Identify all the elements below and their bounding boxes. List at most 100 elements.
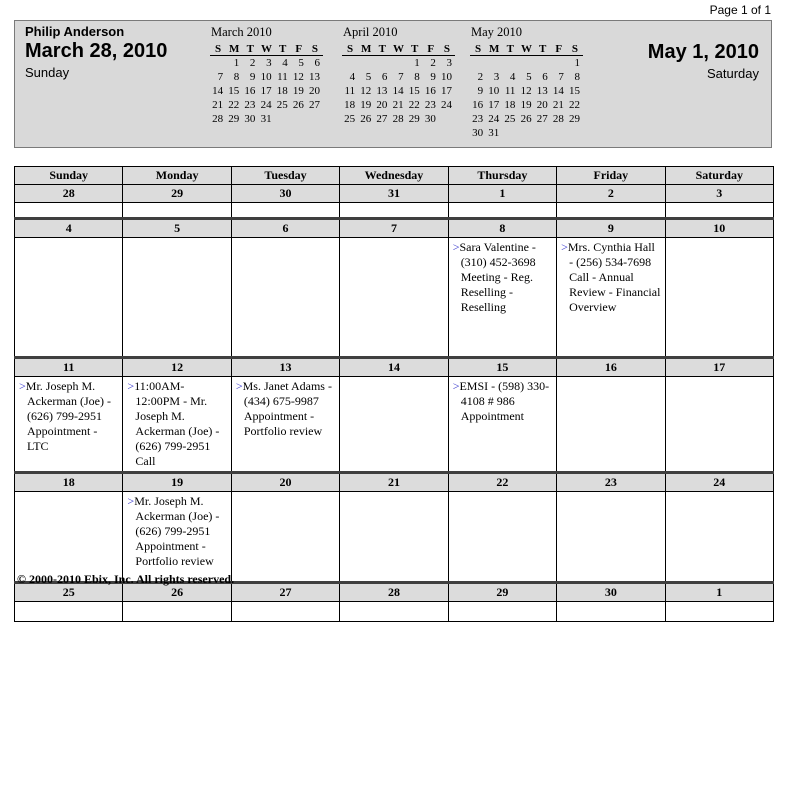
mini-day-number: 8 xyxy=(574,71,581,83)
mini-day-number: 16 xyxy=(244,85,256,97)
mini-day-number: 30 xyxy=(244,113,256,125)
mini-day-number: 5 xyxy=(365,71,372,83)
mini-day-letter: S xyxy=(470,42,487,56)
date-number-cell: 27 xyxy=(230,581,341,602)
appointment-text: Mrs. Cynthia Hall - (256) 534-7698 Call … xyxy=(567,240,661,314)
date-number-cell: 24 xyxy=(664,471,775,492)
mini-day-number: 7 xyxy=(398,71,404,83)
day-cell xyxy=(664,237,775,358)
mini-week-row: 7 8 9 10 11 12 13 xyxy=(210,70,323,84)
mini-day-number: 27 xyxy=(309,99,320,111)
mini-day-number: 3 xyxy=(493,71,500,83)
mini-day-letter: F xyxy=(290,42,307,56)
mini-day-number: 23 xyxy=(424,99,436,111)
appointment: >Mrs. Cynthia Hall - (256) 534-7698 Call… xyxy=(561,240,661,315)
weekday-header-cell: Saturday xyxy=(664,166,775,185)
mini-day-number: 26 xyxy=(520,113,532,125)
day-cell xyxy=(556,202,666,219)
mini-day-number: 15 xyxy=(569,85,580,97)
date-number-cell: 20 xyxy=(230,471,341,492)
appointment-text: 11:00AM-12:00PM - Mr. Joseph M. Ackerman… xyxy=(134,379,220,468)
appointment: >11:00AM-12:00PM - Mr. Joseph M. Ackerma… xyxy=(127,379,227,469)
day-cell: >EMSI - (598) 330-4108 # 986 Appointment xyxy=(447,376,558,473)
mini-day-letter: M xyxy=(226,42,243,56)
mini-day-number: 30 xyxy=(472,127,484,139)
weekday-header-cell: Monday xyxy=(122,166,232,185)
day-cell xyxy=(13,601,124,622)
mini-week-row: 30 31 xyxy=(470,126,583,140)
mini-week-row: 4 5 6 7 8 9 10 xyxy=(342,70,455,84)
mini-calendar-table: S M T W T F S 1 2 3 4 5 6 7 8 9 10 11 12 13 14 15 16 17 18 19 20 21… xyxy=(470,42,583,140)
mini-day-number: 3 xyxy=(446,57,453,69)
mini-day-number: 27 xyxy=(536,113,548,125)
date-number-cell: 29 xyxy=(447,581,558,602)
weekday-header-cell: Wednesday xyxy=(339,166,449,185)
appointment-arrow-icon: > xyxy=(452,240,460,254)
mini-day-number: 22 xyxy=(569,99,580,111)
date-number-cell: 1 xyxy=(447,184,558,203)
mini-day-number xyxy=(374,56,390,71)
mini-day-number xyxy=(551,126,567,140)
mini-week-row: 11 12 13 14 15 16 17 xyxy=(342,84,455,98)
report-header: Philip Anderson March 28, 2010 Sunday Ma… xyxy=(14,20,772,148)
mini-week-row: 28 29 30 31 xyxy=(210,112,323,126)
mini-day-number: 30 xyxy=(424,113,436,125)
mini-day-number: 14 xyxy=(392,85,404,97)
weekday-header-cell: Friday xyxy=(556,166,666,185)
appointment-text: Sara Valentine - (310) 452-3698 Meeting … xyxy=(459,240,536,314)
date-number-row: 4 5 6 7 8 9 10 xyxy=(13,217,775,238)
mini-day-number: 7 xyxy=(217,71,224,83)
day-cell xyxy=(447,202,558,219)
mini-day-number xyxy=(210,56,226,71)
mini-day-number xyxy=(307,112,323,126)
mini-day-letter: T xyxy=(274,42,291,56)
mini-calendar-table: S M T W T F S 1 2 3 4 5 6 7 8 9 10 11 12 13 14 15 16 17 18 19 20 21… xyxy=(210,42,323,126)
mini-day-letter: S xyxy=(438,42,455,56)
mini-week-row: 25 26 27 28 29 30 xyxy=(342,112,455,126)
date-number-cell: 19 xyxy=(122,471,232,492)
mini-day-number: 19 xyxy=(360,99,372,111)
mini-day-number: 24 xyxy=(441,99,452,111)
date-number-cell: 1 xyxy=(664,581,775,602)
mini-day-number: 13 xyxy=(309,71,320,83)
date-number-row: 18 19 20 21 22 23 24 xyxy=(13,471,775,492)
mini-day-number: 22 xyxy=(408,99,420,111)
range-end-block: May 1, 2010 Saturday xyxy=(648,41,759,81)
mini-day-number: 20 xyxy=(309,85,320,97)
mini-day-number: 28 xyxy=(392,113,404,125)
mini-day-number: 29 xyxy=(569,113,580,125)
day-cell xyxy=(13,491,124,583)
appointment-arrow-icon: > xyxy=(561,240,568,254)
mini-day-number: 17 xyxy=(488,99,500,111)
mini-day-number: 23 xyxy=(472,113,484,125)
date-number-cell: 25 xyxy=(13,581,124,602)
mini-day-number: 14 xyxy=(552,85,564,97)
day-cell xyxy=(13,237,124,358)
weekday-header-cell: Thursday xyxy=(447,166,558,185)
mini-week-row: 18 19 20 21 22 23 24 xyxy=(342,98,455,112)
date-number-cell: 11 xyxy=(13,356,124,377)
mini-day-number: 31 xyxy=(488,127,500,139)
day-cell xyxy=(664,491,775,583)
mini-day-number: 2 xyxy=(249,57,256,69)
day-cell xyxy=(230,202,341,219)
mini-day-number: 9 xyxy=(249,71,256,83)
mini-day-number: 7 xyxy=(558,71,564,83)
date-number-cell: 31 xyxy=(339,184,449,203)
day-cell: >Ms. Janet Adams - (434) 675-9987 Appoin… xyxy=(230,376,341,473)
mini-day-letter: W xyxy=(390,42,407,56)
day-cell xyxy=(230,237,341,358)
mini-day-number: 1 xyxy=(414,57,420,69)
date-number-cell: 8 xyxy=(447,217,558,238)
date-number-cell: 30 xyxy=(556,581,666,602)
day-cell xyxy=(556,376,666,473)
date-number-cell: 5 xyxy=(122,217,232,238)
date-number-row: 11 12 13 14 15 16 17 xyxy=(13,356,775,377)
mini-day-letter: S xyxy=(342,42,359,56)
range-end-weekday: Saturday xyxy=(706,66,759,81)
appointment-arrow-icon: > xyxy=(235,379,243,393)
day-cell xyxy=(122,237,232,358)
weekday-header-row: Sunday Monday Tuesday Wednesday Thursday Frid… xyxy=(13,166,775,185)
date-number-cell: 17 xyxy=(664,356,775,377)
